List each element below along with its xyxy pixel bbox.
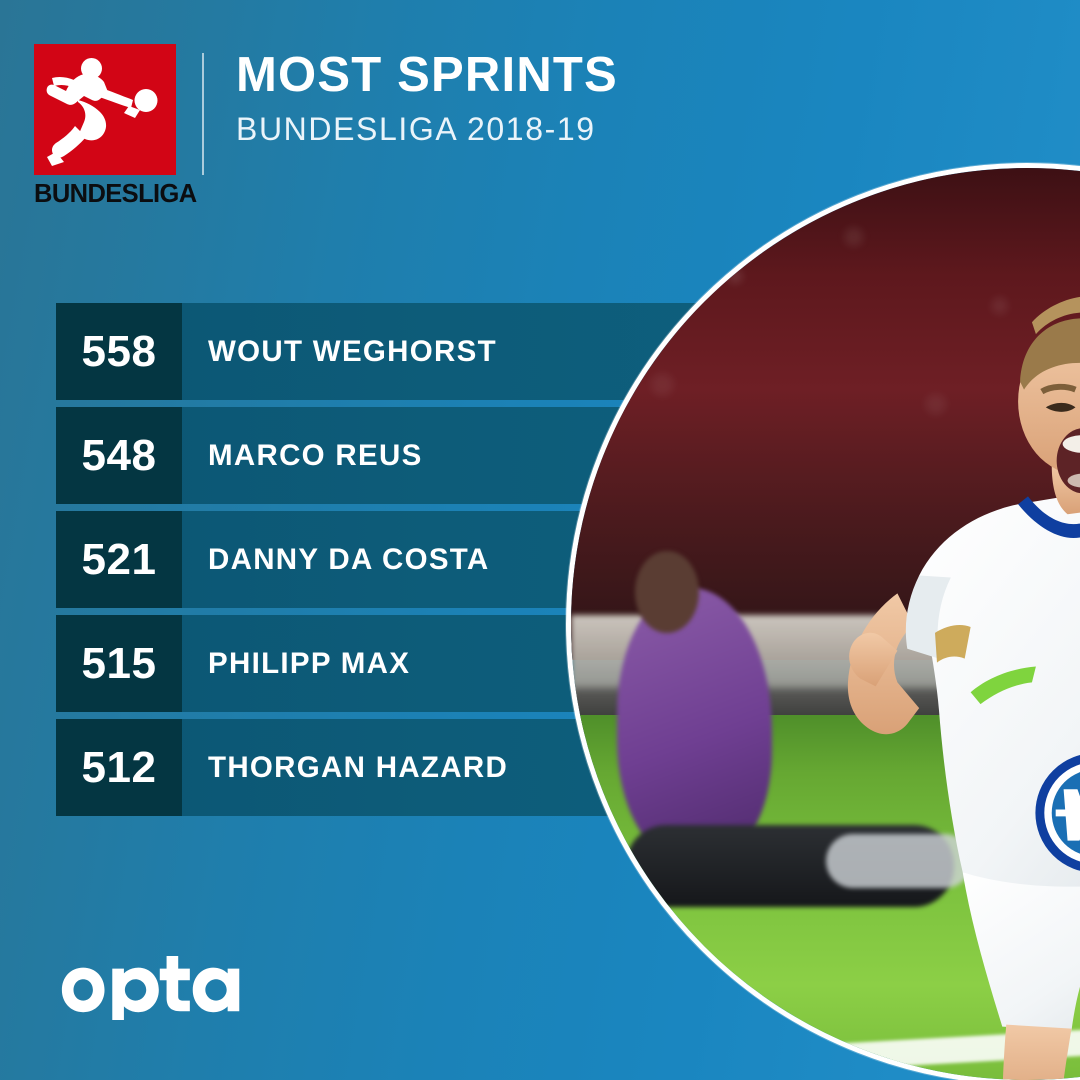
player-photo: 9 [566, 163, 1080, 1080]
row-value-box: 558 [56, 303, 182, 400]
player-figure: 9 [847, 297, 1080, 1080]
row-value-box: 521 [56, 511, 182, 608]
background-keeper [616, 587, 772, 862]
row-value-box: 548 [56, 407, 182, 504]
row-label: WOUT WEGHORST [208, 334, 497, 368]
row-value-box: 515 [56, 615, 182, 712]
title-block: MOST SPRINTS BUNDESLIGA 2018-19 [236, 50, 618, 145]
row-value: 512 [81, 742, 157, 792]
header: BUNDESLIGA MOST SPRINTS BUNDESLIGA 2018-… [34, 44, 618, 208]
bundesliga-wordmark: BUNDESLIGA [34, 180, 197, 208]
page-title: MOST SPRINTS [236, 48, 618, 102]
row-value: 521 [81, 534, 157, 584]
background-prone-player-shorts [826, 833, 973, 889]
bundesliga-mark-icon [34, 44, 176, 175]
bundesliga-logo: BUNDESLIGA [34, 44, 197, 208]
row-label: THORGAN HAZARD [208, 750, 509, 784]
row-value: 558 [81, 326, 157, 376]
row-value: 515 [81, 638, 157, 688]
row-label: PHILIPP MAX [208, 646, 411, 680]
row-value: 548 [81, 430, 157, 480]
background-keeper-head [634, 551, 699, 634]
page-subtitle: BUNDESLIGA 2018-19 [236, 110, 596, 147]
header-divider [202, 53, 204, 175]
row-label: MARCO REUS [208, 438, 423, 472]
row-value-box: 512 [56, 719, 182, 816]
row-label: DANNY DA COSTA [208, 542, 490, 576]
opta-logo [58, 954, 248, 1020]
